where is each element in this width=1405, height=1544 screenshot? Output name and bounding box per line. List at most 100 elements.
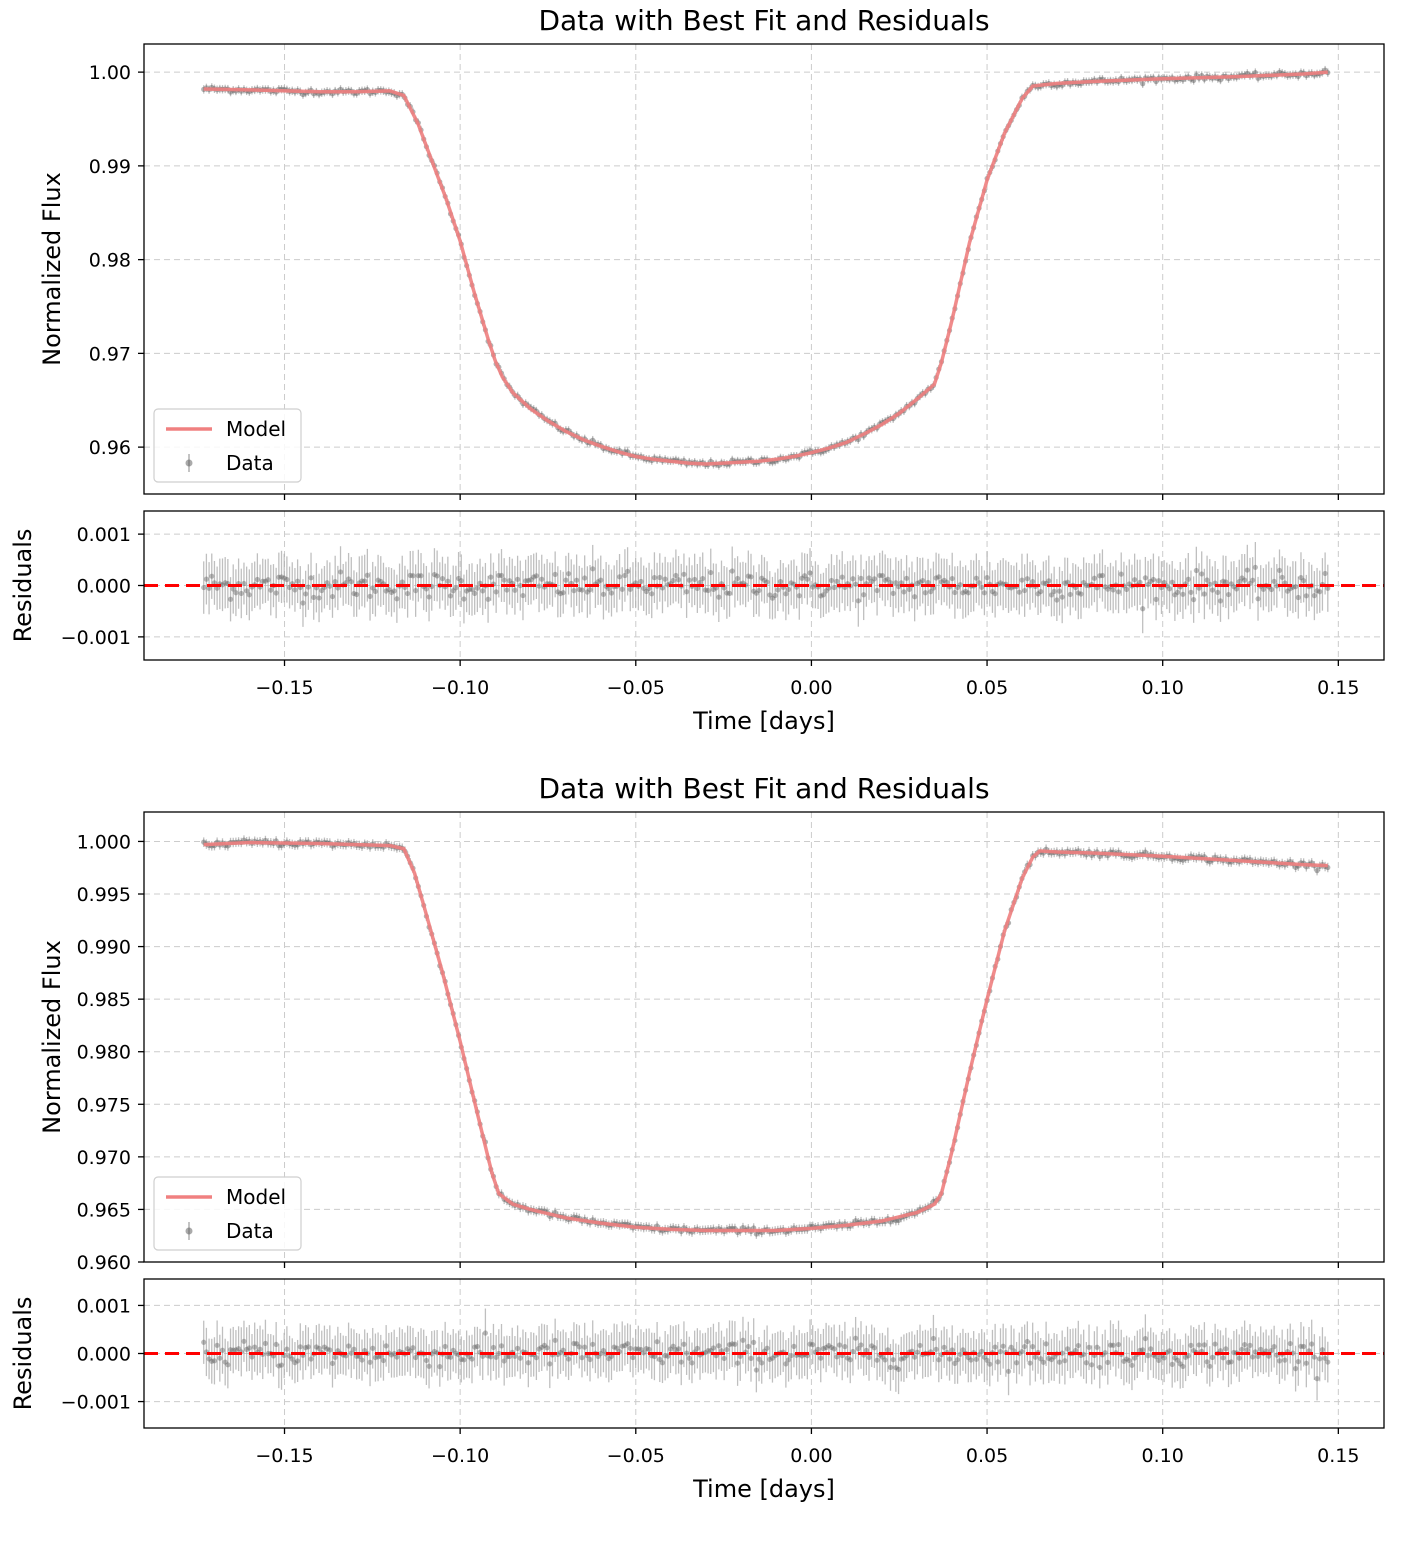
residual-point — [606, 1356, 612, 1362]
residual-point — [1038, 588, 1044, 595]
residual-point — [1075, 590, 1081, 596]
residual-point — [1169, 1361, 1175, 1367]
residual-point — [356, 1353, 362, 1359]
residual-point — [764, 579, 770, 585]
residual-point — [450, 588, 456, 594]
residual-point — [520, 592, 526, 599]
y-tick-label: 0.965 — [77, 1199, 131, 1221]
x-tick-label: −0.15 — [255, 1445, 313, 1467]
residual-point — [303, 591, 309, 597]
residual-point — [726, 590, 733, 596]
residual-point — [501, 577, 507, 583]
residual-point — [890, 590, 896, 596]
residual-point — [726, 1342, 733, 1348]
residual-point — [203, 576, 209, 582]
residual-point — [1150, 576, 1157, 583]
legend-data-label: Data — [226, 451, 274, 475]
residual-point — [447, 1354, 454, 1360]
residual-point — [262, 1340, 269, 1347]
residual-point — [300, 600, 306, 606]
residual-point — [1287, 1340, 1293, 1347]
residual-point — [595, 1353, 601, 1360]
residual-point — [504, 587, 510, 593]
residual-point — [574, 1341, 580, 1347]
residual-y-tick-label: −0.001 — [61, 627, 131, 649]
legend-data-swatch — [185, 459, 193, 467]
residual-point — [201, 584, 207, 591]
residual-point — [764, 1345, 770, 1351]
residual-point — [337, 569, 344, 575]
residual-point — [724, 1347, 730, 1353]
residual-point — [673, 1347, 679, 1353]
legend-model-label: Model — [226, 417, 286, 441]
residual-point — [225, 1362, 231, 1368]
residual-point — [912, 594, 918, 600]
residual-point — [874, 587, 880, 594]
legend: Model Data — [153, 408, 302, 483]
residual-point — [388, 589, 395, 595]
residual-point — [447, 593, 454, 599]
residual-point — [1132, 1355, 1138, 1361]
residual-point — [984, 575, 990, 581]
y-tick-label: 0.975 — [77, 1094, 131, 1116]
residual-point — [362, 1348, 368, 1354]
residual-point — [235, 1346, 242, 1352]
residual-point — [472, 1344, 478, 1350]
residual-point — [286, 1353, 293, 1359]
residual-point — [1073, 1347, 1079, 1354]
residual-point — [1156, 1357, 1162, 1364]
residual-point — [954, 1357, 961, 1363]
residual-point — [1110, 587, 1116, 593]
residual-point — [641, 1350, 647, 1356]
data-point — [1142, 849, 1148, 855]
residual-point — [853, 581, 859, 587]
residual-point — [861, 592, 867, 598]
residual-point — [490, 1344, 497, 1351]
residual-point — [1252, 1349, 1258, 1355]
residual-point — [775, 587, 781, 593]
x-tick-label: 0.00 — [790, 1445, 832, 1467]
data-point — [753, 1231, 759, 1237]
residual-point — [472, 590, 478, 596]
residual-point — [455, 575, 462, 582]
residual-point — [496, 572, 502, 579]
x-tick-label: 0.05 — [966, 1445, 1008, 1467]
residual-point — [533, 573, 539, 579]
x-tick-label: −0.05 — [607, 1445, 665, 1467]
residual-point — [893, 580, 899, 586]
residual-point — [657, 574, 663, 581]
residual-point — [528, 577, 534, 583]
residual-point — [624, 568, 631, 574]
residual-point — [791, 1343, 797, 1349]
residual-point — [345, 1343, 352, 1349]
residual-point — [582, 575, 588, 581]
residual-point — [614, 1345, 620, 1351]
residual-point — [582, 1344, 588, 1350]
residual-point — [606, 586, 612, 592]
residual-point — [1252, 564, 1258, 570]
residual-point — [1013, 1360, 1020, 1366]
residual-point — [855, 598, 861, 604]
y-tick-label: 0.98 — [89, 250, 131, 272]
residual-point — [439, 576, 446, 582]
residual-point — [1105, 1359, 1111, 1365]
residual-point — [364, 572, 370, 578]
residual-point — [209, 573, 215, 579]
legend: Model Data — [153, 1176, 302, 1251]
x-axis-label: Time [days] — [692, 1475, 835, 1503]
residual-point — [944, 579, 950, 585]
residual-point — [761, 577, 768, 583]
residual-point — [1295, 594, 1301, 601]
residual-point — [458, 578, 464, 584]
residual-point — [1228, 581, 1234, 587]
y-tick-label: 0.990 — [77, 937, 131, 959]
y-tick-label: 0.985 — [77, 989, 131, 1011]
residual-point — [466, 586, 472, 593]
main-axes-frame — [143, 811, 1385, 1263]
model-line — [203, 70, 1328, 466]
residual-point — [576, 586, 582, 593]
residual-point — [410, 1345, 416, 1351]
residual-point — [260, 578, 266, 584]
residual-point — [1236, 1355, 1242, 1361]
